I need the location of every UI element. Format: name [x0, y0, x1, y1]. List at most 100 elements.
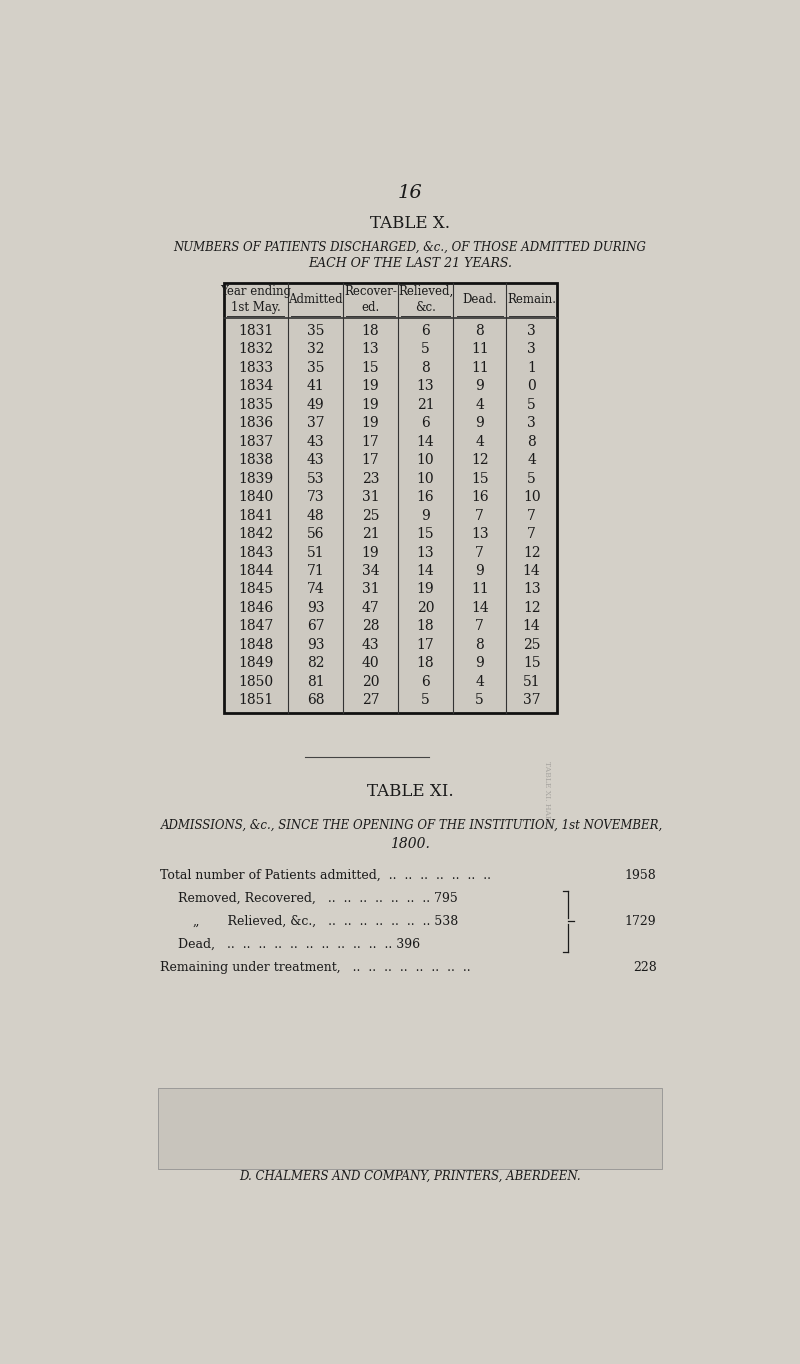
Text: 1800.: 1800. [390, 837, 430, 851]
Text: 6: 6 [421, 323, 430, 338]
Text: NUMBERS OF PATIENTS DISCHARGED, &c., OF THOSE ADMITTED DURING: NUMBERS OF PATIENTS DISCHARGED, &c., OF … [174, 240, 646, 254]
Text: 1844: 1844 [238, 563, 274, 578]
Text: 1846: 1846 [238, 602, 274, 615]
Text: 17: 17 [362, 435, 379, 449]
Text: 12: 12 [523, 546, 541, 559]
Text: 56: 56 [306, 527, 324, 542]
Text: 7: 7 [527, 527, 536, 542]
Text: 14: 14 [471, 602, 489, 615]
Text: 18: 18 [362, 323, 379, 338]
Text: 7: 7 [527, 509, 536, 522]
Text: 15: 15 [417, 527, 434, 542]
Text: 21: 21 [417, 398, 434, 412]
Text: 18: 18 [417, 656, 434, 671]
Text: 1836: 1836 [238, 416, 274, 430]
Text: 20: 20 [417, 602, 434, 615]
Text: 27: 27 [362, 693, 379, 708]
Text: 6: 6 [421, 416, 430, 430]
Text: 8: 8 [475, 323, 484, 338]
Text: 17: 17 [417, 638, 434, 652]
Text: 31: 31 [362, 582, 379, 596]
Text: Admitted: Admitted [288, 293, 342, 306]
Text: Dead.: Dead. [462, 293, 497, 306]
Text: 14: 14 [417, 435, 434, 449]
Text: 13: 13 [362, 342, 379, 356]
Text: 35: 35 [306, 323, 324, 338]
Text: 1834: 1834 [238, 379, 274, 393]
Text: 0: 0 [527, 379, 536, 393]
Text: 5: 5 [527, 398, 536, 412]
Text: 12: 12 [471, 453, 489, 466]
Bar [158, 1087, 662, 1169]
Text: 13: 13 [471, 527, 489, 542]
Text: 37: 37 [523, 693, 541, 708]
Text: 20: 20 [362, 675, 379, 689]
Text: 71: 71 [306, 563, 324, 578]
Text: 12: 12 [523, 602, 541, 615]
Text: 1845: 1845 [238, 582, 274, 596]
Text: 34: 34 [362, 563, 379, 578]
Text: 6: 6 [421, 675, 430, 689]
Text: TABLE XI.: TABLE XI. [366, 783, 454, 799]
Text: 93: 93 [306, 638, 324, 652]
Text: 82: 82 [306, 656, 324, 671]
Text: 1839: 1839 [238, 472, 274, 486]
Text: 35: 35 [306, 360, 324, 375]
Text: 49: 49 [306, 398, 324, 412]
Bar [224, 284, 558, 712]
Text: 4: 4 [475, 675, 484, 689]
Text: 1851: 1851 [238, 693, 274, 708]
Text: 8: 8 [475, 638, 484, 652]
Text: 1841: 1841 [238, 509, 274, 522]
Text: 40: 40 [362, 656, 379, 671]
Text: 19: 19 [417, 582, 434, 596]
Text: 74: 74 [306, 582, 324, 596]
Text: TABLE XI. HABIT: TABLE XI. HABIT [543, 761, 551, 829]
Text: 15: 15 [471, 472, 489, 486]
Text: 9: 9 [421, 509, 430, 522]
Text: 43: 43 [306, 453, 324, 466]
Text: 5: 5 [421, 693, 430, 708]
Text: 25: 25 [362, 509, 379, 522]
Text: 1840: 1840 [238, 490, 274, 505]
Text: 14: 14 [523, 619, 541, 633]
Text: Remain.: Remain. [507, 293, 556, 306]
Text: 1838: 1838 [238, 453, 274, 466]
Text: 8: 8 [421, 360, 430, 375]
Text: 1: 1 [527, 360, 536, 375]
Text: 1849: 1849 [238, 656, 274, 671]
Text: 1831: 1831 [238, 323, 274, 338]
Text: 81: 81 [306, 675, 324, 689]
Text: 5: 5 [527, 472, 536, 486]
Text: 228: 228 [633, 962, 657, 974]
Text: 19: 19 [362, 398, 379, 412]
Text: 93: 93 [306, 602, 324, 615]
Text: TABLE X.: TABLE X. [370, 216, 450, 232]
Text: 3: 3 [527, 342, 536, 356]
Text: 19: 19 [362, 416, 379, 430]
Text: 5: 5 [475, 693, 484, 708]
Text: 23: 23 [362, 472, 379, 486]
Text: EACH OF THE LAST 21 YEARS.: EACH OF THE LAST 21 YEARS. [308, 258, 512, 270]
Text: 48: 48 [306, 509, 324, 522]
Text: 32: 32 [306, 342, 324, 356]
Text: 15: 15 [523, 656, 541, 671]
Text: 43: 43 [362, 638, 379, 652]
Text: 1847: 1847 [238, 619, 274, 633]
Text: ADMISSIONS, &c., SINCE THE OPENING OF THE INSTITUTION, 1st NOVEMBER,: ADMISSIONS, &c., SINCE THE OPENING OF TH… [161, 818, 662, 832]
Text: 31: 31 [362, 490, 379, 505]
Text: 10: 10 [417, 472, 434, 486]
Text: 21: 21 [362, 527, 379, 542]
Text: 41: 41 [306, 379, 324, 393]
Text: 1835: 1835 [238, 398, 274, 412]
Text: 1843: 1843 [238, 546, 274, 559]
Text: 51: 51 [523, 675, 541, 689]
Text: Relieved,
&c.: Relieved, &c. [398, 285, 453, 314]
Text: Total number of Patients admitted,  ..  ..  ..  ..  ..  ..  ..: Total number of Patients admitted, .. ..… [161, 869, 491, 881]
Text: 7: 7 [475, 546, 484, 559]
Text: 16: 16 [417, 490, 434, 505]
Text: 5: 5 [421, 342, 430, 356]
Text: 1729: 1729 [625, 915, 657, 928]
Text: 1833: 1833 [238, 360, 274, 375]
Text: 47: 47 [362, 602, 379, 615]
